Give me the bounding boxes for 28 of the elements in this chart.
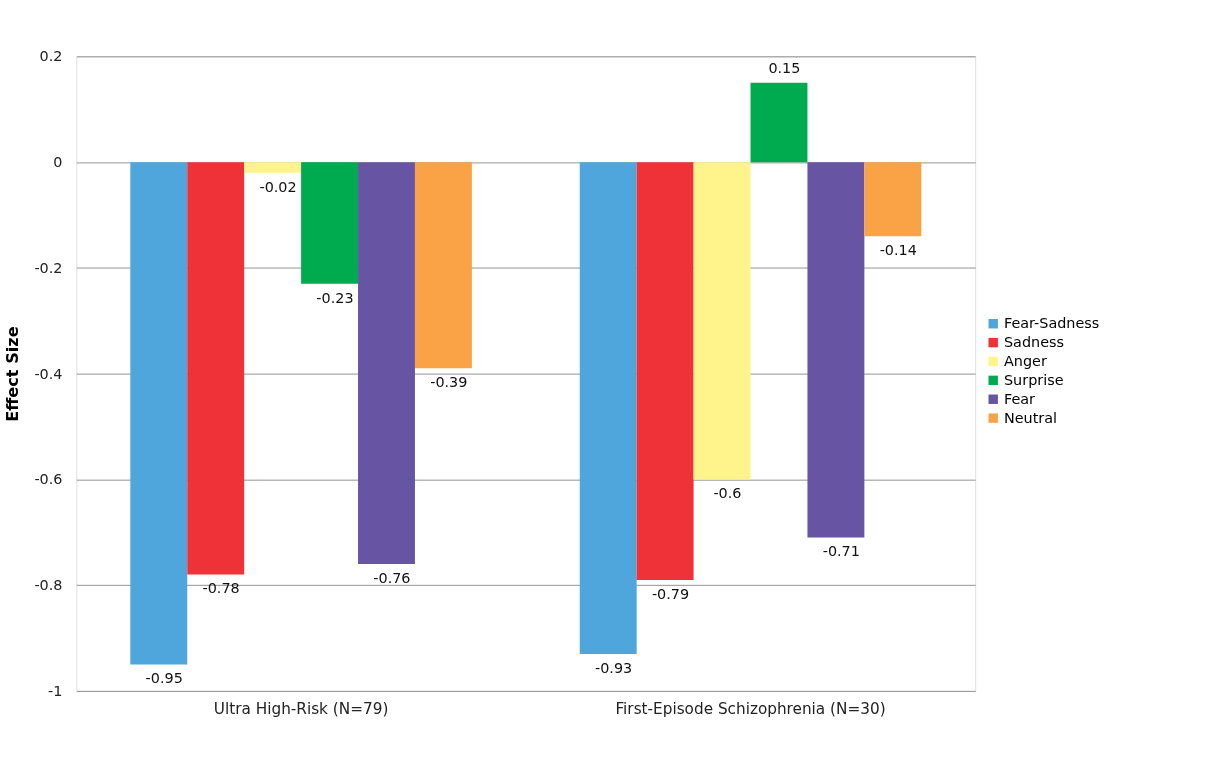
- legend-label: Neutral: [1003, 409, 1058, 426]
- data-label: -0.78: [202, 580, 240, 597]
- legend-label: Fear: [1003, 390, 1036, 407]
- data-label: -0.93: [595, 659, 633, 676]
- data-label: -0.39: [430, 374, 468, 391]
- y-tick-label: 0: [53, 154, 63, 171]
- data-label: -0.95: [145, 670, 183, 687]
- y-tick-label: -0.8: [34, 577, 63, 594]
- data-label: -0.71: [822, 543, 860, 560]
- x-tick-label: Ultra High-Risk (N=79): [213, 699, 389, 718]
- x-tick-label: First-Episode Schizophrenia (N=30): [615, 699, 886, 718]
- data-label: 0.15: [768, 59, 801, 76]
- data-label: -0.23: [316, 289, 354, 306]
- legend-label: Fear-Sadness: [1003, 315, 1100, 332]
- y-tick-label: -0.4: [34, 365, 63, 382]
- data-label: -0.76: [373, 569, 411, 586]
- data-label: -0.79: [651, 585, 690, 602]
- data-label: -0.6: [713, 485, 742, 502]
- y-tick-label: 0.2: [39, 48, 63, 65]
- y-tick-label: -0.6: [34, 471, 63, 488]
- legend-label: Anger: [1003, 352, 1047, 369]
- y-tick-label: -1: [48, 682, 63, 699]
- data-label: -0.14: [879, 242, 917, 259]
- y-axis-title: Effect Size: [3, 326, 23, 422]
- y-tick-label: -0.2: [34, 259, 63, 276]
- data-label: -0.02: [259, 178, 297, 195]
- legend-label: Sadness: [1003, 334, 1064, 351]
- legend-label: Surprise: [1003, 371, 1064, 388]
